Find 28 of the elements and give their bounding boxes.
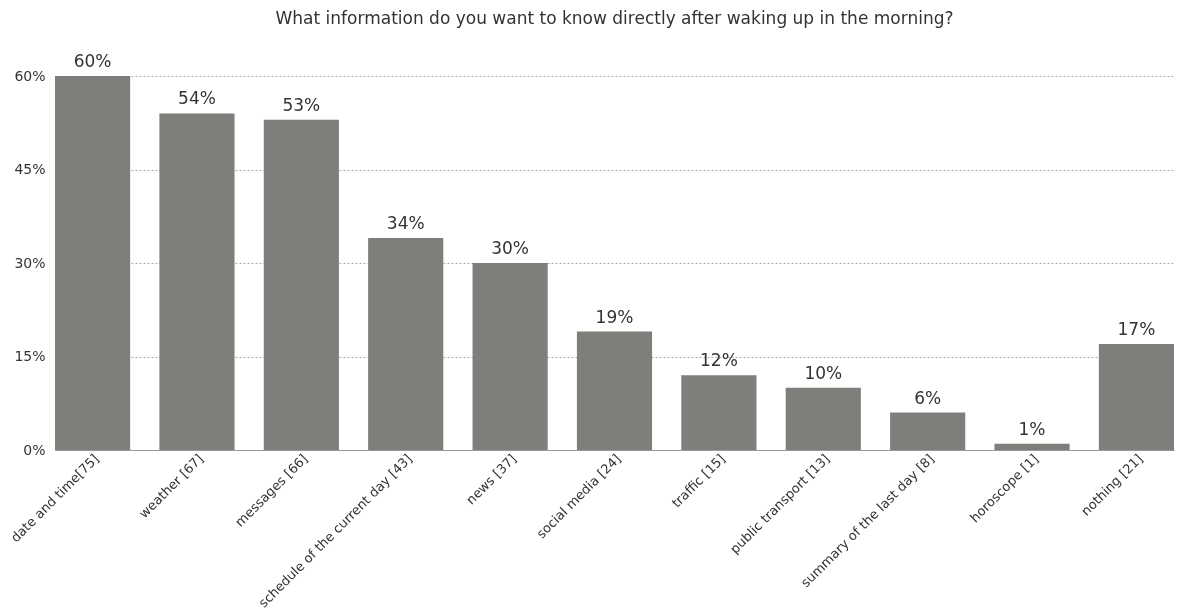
- data-label: 54%: [178, 88, 216, 109]
- data-label: 6%: [914, 387, 942, 408]
- chart-title: What information do you want to know directly after waking up in the morning?: [275, 8, 954, 28]
- data-label: 10%: [804, 362, 843, 383]
- bar: [681, 375, 757, 450]
- bar: [159, 113, 235, 450]
- data-label: 60%: [73, 51, 112, 71]
- y-tick-label: 60%: [14, 67, 46, 84]
- y-tick-label: 0%: [23, 441, 46, 458]
- bar: [1098, 344, 1174, 450]
- y-tick-label: 15%: [14, 348, 46, 364]
- data-label: 34%: [386, 213, 425, 234]
- y-tick-label: 45%: [14, 161, 46, 177]
- bar: [785, 387, 861, 450]
- bar: [890, 412, 966, 450]
- data-label: 12%: [699, 350, 738, 371]
- bar: [368, 238, 444, 450]
- bar: [994, 443, 1070, 450]
- data-label: 1%: [1018, 418, 1046, 439]
- bar: [472, 263, 548, 450]
- data-label: 19%: [595, 306, 634, 327]
- data-label: 53%: [282, 94, 321, 115]
- data-label: 30%: [491, 238, 530, 258]
- y-tick-label: 30%: [14, 254, 46, 271]
- bar: [576, 331, 653, 450]
- bar: [55, 76, 131, 450]
- bar: [263, 119, 339, 450]
- data-label: 17%: [1117, 319, 1156, 340]
